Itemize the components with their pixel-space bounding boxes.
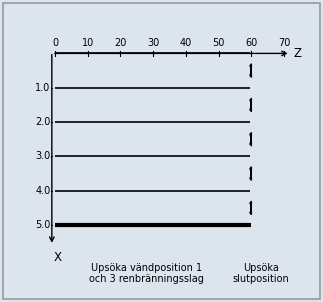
Text: 0: 0 [52,38,58,48]
Text: 30: 30 [147,38,159,48]
Text: Upsöka
slutposition: Upsöka slutposition [233,263,289,284]
Text: 2.0: 2.0 [35,117,51,127]
Text: 20: 20 [114,38,127,48]
Text: 3.0: 3.0 [36,151,51,162]
Text: 4.0: 4.0 [36,186,51,196]
Text: 5.0: 5.0 [35,220,51,230]
Text: 50: 50 [212,38,225,48]
Text: 70: 70 [278,38,290,48]
Text: Upsöka vändposition 1
och 3 renbränningsslag: Upsöka vändposition 1 och 3 renbrännings… [89,263,204,284]
Text: 10: 10 [82,38,94,48]
Text: X: X [54,251,61,264]
Text: Z: Z [293,47,301,60]
Text: 1.0: 1.0 [36,83,51,93]
Text: 40: 40 [180,38,192,48]
Text: 60: 60 [245,38,257,48]
